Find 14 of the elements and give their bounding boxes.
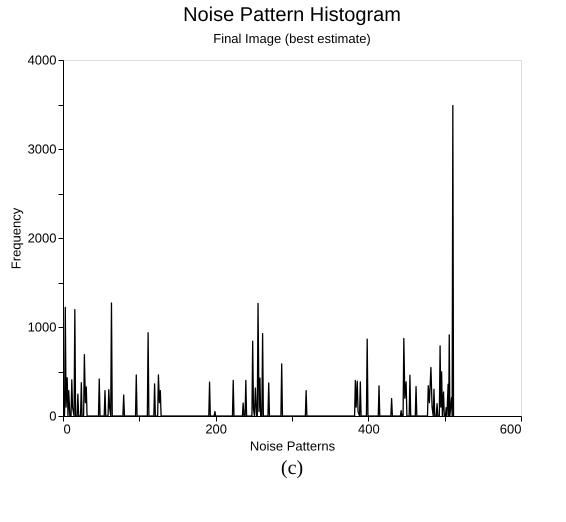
y-axis-title: Frequency — [8, 207, 24, 270]
chart-title: Noise Pattern Histogram — [183, 4, 401, 26]
y-tick-label: 4000 — [28, 52, 56, 68]
chart-subtitle: Final Image (best estimate) — [213, 31, 371, 46]
x-axis-title: Noise Patterns — [250, 438, 336, 454]
text: (c) — [280, 457, 304, 479]
x-tick-label: 400 — [358, 422, 380, 436]
x-tick-label: 0 — [64, 422, 71, 436]
y-tick-label: 1000 — [28, 320, 56, 334]
y-tick-label: 3000 — [28, 142, 56, 156]
x-tick-label: 600 — [500, 422, 522, 436]
x-tick-label: 200 — [205, 422, 228, 436]
y-tick-label: 2000 — [28, 230, 56, 246]
y-tick-label: 0 — [49, 408, 56, 424]
